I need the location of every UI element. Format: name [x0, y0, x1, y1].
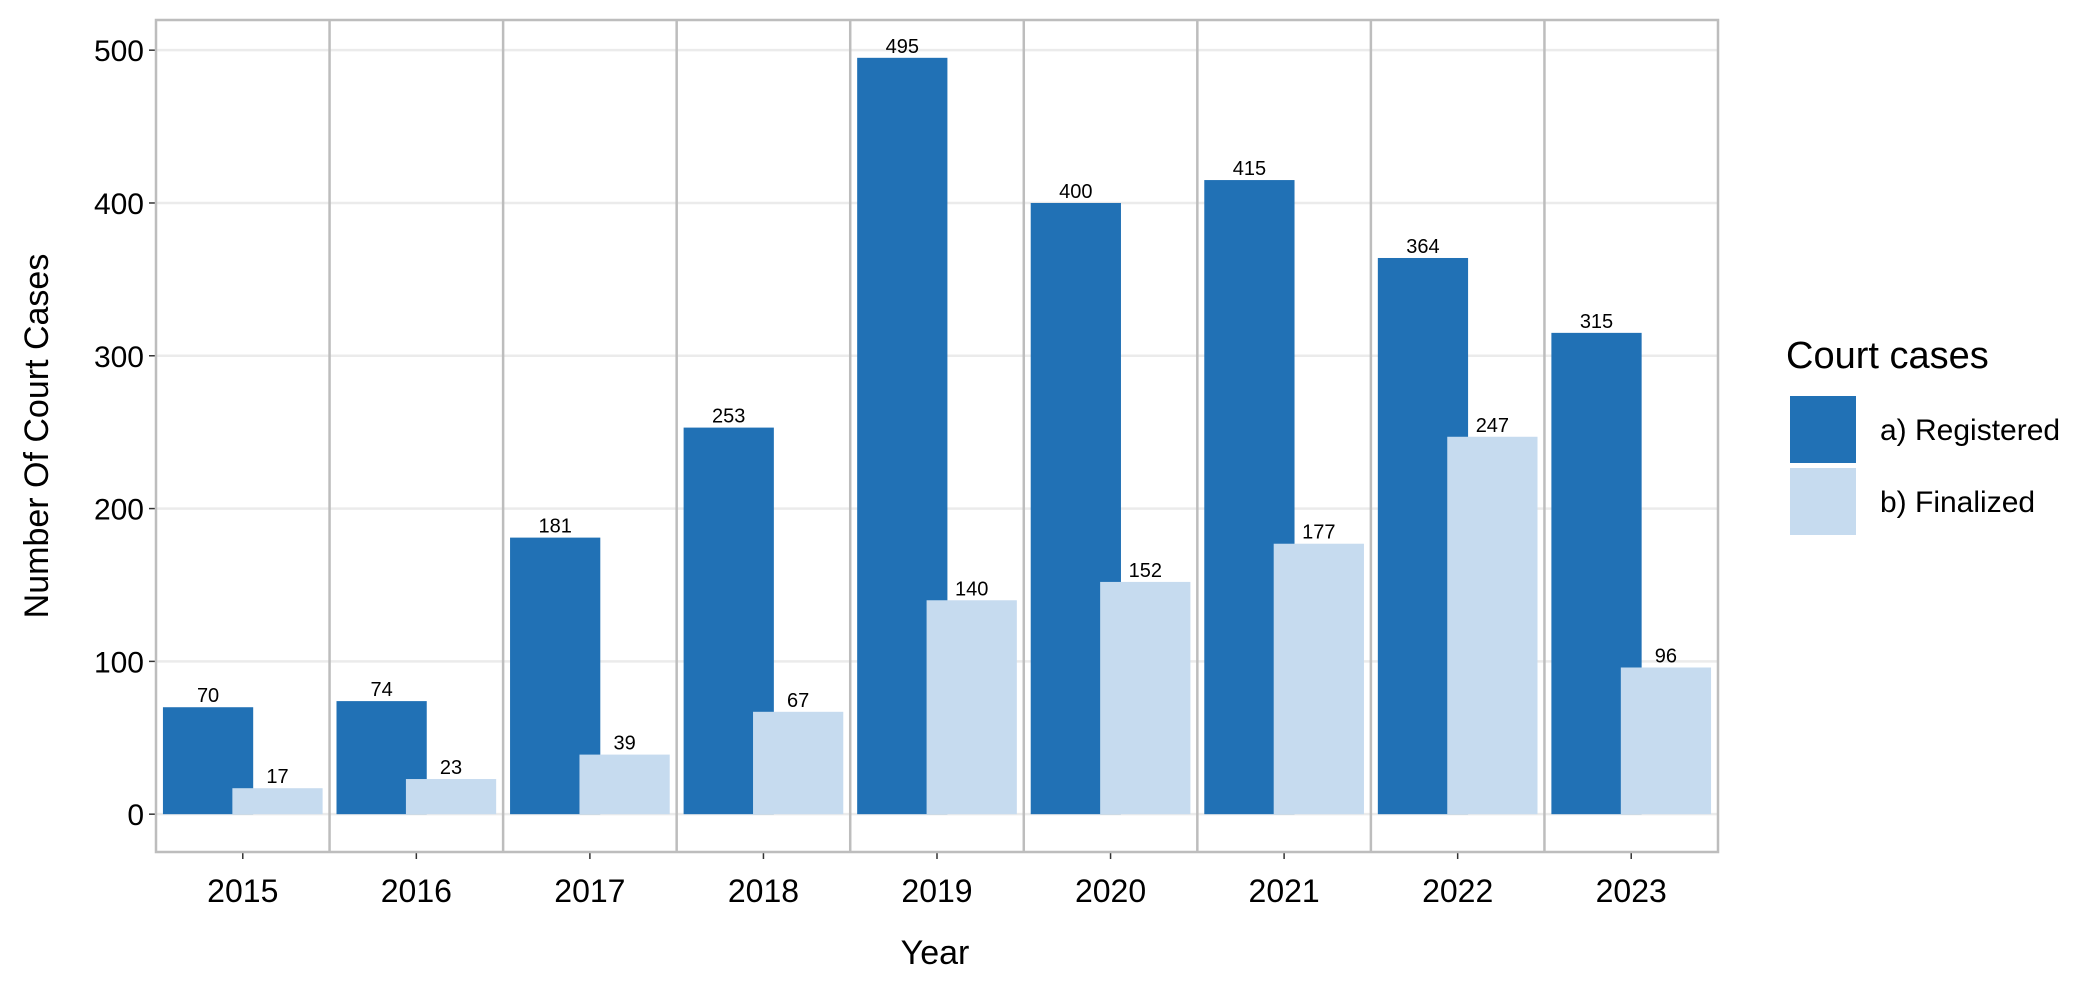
value-label: 181 [538, 516, 571, 538]
x-tick-label: 2016 [381, 873, 452, 909]
value-label: 247 [1476, 415, 1509, 437]
x-tick-label: 2017 [554, 873, 625, 909]
y-tick-label: 0 [127, 799, 144, 832]
value-label: 23 [440, 757, 462, 779]
bar [405, 779, 497, 815]
x-tick-label: 2018 [728, 873, 799, 909]
x-tick-label: 2019 [901, 873, 972, 909]
y-tick-label: 400 [94, 188, 144, 221]
y-tick-label: 100 [94, 646, 144, 679]
value-label: 140 [955, 578, 988, 600]
value-label: 74 [370, 679, 392, 701]
bar [1620, 667, 1712, 815]
legend-label: a) Registered [1880, 414, 2060, 447]
y-tick-label: 200 [94, 494, 144, 527]
x-tick-label: 2023 [1596, 873, 1667, 909]
bar [1100, 581, 1191, 815]
value-label: 177 [1302, 522, 1335, 544]
x-tick-label: 2022 [1422, 873, 1493, 909]
x-axis-title: Year [901, 934, 970, 972]
value-label: 152 [1129, 560, 1162, 582]
value-label: 315 [1580, 311, 1613, 333]
value-label: 39 [613, 733, 635, 755]
value-label: 70 [197, 685, 219, 707]
bar [753, 711, 844, 815]
value-label: 415 [1233, 158, 1266, 180]
value-label: 364 [1406, 236, 1439, 258]
panel-border [154, 18, 1720, 854]
y-tick-label: 300 [94, 341, 144, 374]
value-label: 17 [266, 766, 288, 788]
y-tick-label: 500 [94, 35, 144, 68]
x-tick-label: 2015 [207, 873, 278, 909]
legend-label: b) Finalized [1880, 486, 2035, 519]
legend-key [1790, 396, 1856, 463]
x-tick-label: 2021 [1249, 873, 1320, 909]
value-label: 400 [1059, 181, 1092, 203]
bar [926, 600, 1017, 815]
value-label: 67 [787, 690, 809, 712]
legend-title: Court cases [1786, 335, 1989, 377]
bar [232, 788, 323, 815]
value-label: 96 [1655, 645, 1677, 667]
value-label: 253 [712, 406, 745, 428]
value-label: 495 [886, 36, 919, 58]
bar [1273, 543, 1364, 815]
legend-key [1790, 468, 1856, 535]
bar [1447, 436, 1538, 815]
y-axis-title: Number Of Court Cases [18, 254, 56, 619]
x-tick-label: 2020 [1075, 873, 1146, 909]
bar [579, 754, 670, 815]
